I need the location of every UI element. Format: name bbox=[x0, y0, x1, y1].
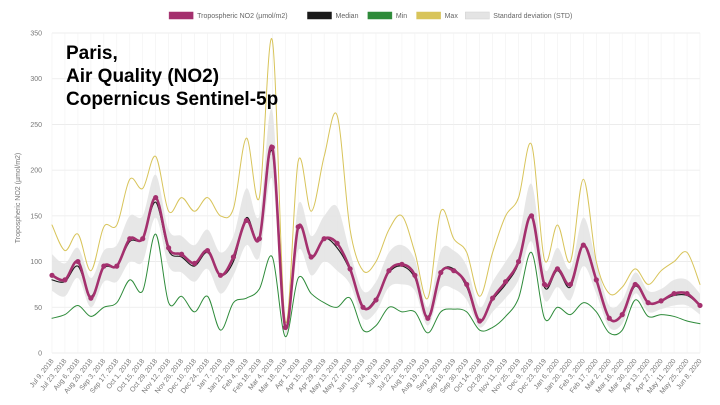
no2-data-point bbox=[464, 281, 470, 288]
no2-data-point bbox=[412, 272, 418, 278]
y-tick-label: 150 bbox=[30, 213, 42, 220]
no2-data-point bbox=[425, 315, 431, 321]
legend-swatch bbox=[465, 11, 490, 20]
no2-data-point bbox=[49, 272, 55, 278]
no2-data-point bbox=[580, 242, 586, 248]
legend-label: Standard deviation (STD) bbox=[493, 13, 572, 20]
no2-data-point bbox=[619, 312, 625, 318]
legend-item: Median bbox=[307, 11, 359, 20]
no2-data-point bbox=[282, 324, 288, 330]
y-tick-label: 250 bbox=[30, 122, 42, 129]
legend-item: Min bbox=[367, 11, 407, 20]
no2-data-point bbox=[697, 302, 703, 309]
no2-data-point bbox=[541, 281, 548, 288]
legend-label: Min bbox=[396, 13, 407, 20]
no2-data-point bbox=[347, 266, 353, 272]
no2-data-point bbox=[269, 144, 275, 150]
std-band bbox=[52, 108, 700, 335]
no2-data-point bbox=[191, 260, 198, 266]
no2-data-point bbox=[308, 254, 314, 260]
no2-data-point bbox=[75, 258, 81, 265]
series-line-min bbox=[51, 233, 701, 338]
no2-data-point bbox=[658, 298, 664, 304]
no2-data-point bbox=[204, 248, 211, 254]
no2-data-point bbox=[386, 268, 392, 274]
no2-data-point bbox=[684, 290, 690, 297]
no2-data-point bbox=[632, 281, 638, 288]
no2-data-point bbox=[503, 279, 509, 285]
y-tick-label: 0 bbox=[38, 351, 42, 358]
no2-data-point bbox=[360, 304, 366, 310]
y-tick-label: 300 bbox=[30, 76, 42, 83]
chart-plot-area bbox=[49, 38, 703, 338]
no2-data-point bbox=[645, 300, 651, 306]
no2-data-point bbox=[179, 251, 185, 257]
no2-data-point bbox=[593, 277, 599, 283]
overlay-line-city: Paris, bbox=[66, 43, 118, 64]
no2-data-point bbox=[101, 263, 107, 269]
no2-data-point bbox=[334, 240, 340, 246]
legend-swatch bbox=[416, 11, 441, 20]
legend-item: Tropospheric NO2 (µmol/m2) bbox=[168, 11, 288, 20]
no2-data-point bbox=[528, 213, 535, 219]
legend-label: Tropospheric NO2 (µmol/m2) bbox=[197, 13, 288, 20]
chart-overlay-title: Paris, Air Quality (NO2) Copernicus Sent… bbox=[66, 42, 278, 111]
no2-data-point bbox=[399, 261, 405, 267]
no2-data-point bbox=[230, 254, 237, 260]
y-tick-label: 100 bbox=[30, 259, 42, 266]
legend-item: Max bbox=[416, 11, 459, 20]
no2-data-point bbox=[217, 272, 224, 278]
no2-data-point bbox=[490, 295, 496, 301]
no2-data-point bbox=[606, 315, 612, 321]
no2-data-point bbox=[127, 236, 133, 242]
y-tick-label: 50 bbox=[34, 305, 42, 312]
no2-data-point bbox=[62, 277, 68, 283]
no2-data-point bbox=[554, 266, 561, 272]
y-axis-ticks: 0 50 100 150 200 250 300 350 bbox=[30, 31, 42, 358]
legend-swatch bbox=[168, 11, 194, 20]
no2-data-point bbox=[373, 297, 379, 303]
series-line-max bbox=[51, 38, 701, 324]
no2-data-point bbox=[153, 194, 159, 201]
y-axis-label: Tropospheric NO2 (µmol/m2) bbox=[15, 153, 22, 244]
no2-data-point bbox=[438, 269, 444, 276]
legend-swatch bbox=[307, 11, 332, 20]
overlay-line-topic: Air Quality (NO2) bbox=[66, 66, 220, 87]
no2-data-point bbox=[451, 268, 457, 274]
legend-label: Median bbox=[336, 13, 359, 20]
y-tick-label: 350 bbox=[30, 31, 42, 38]
no2-data-point bbox=[671, 290, 677, 297]
chart-legend: Tropospheric NO2 (µmol/m2) Median Min Max St… bbox=[168, 11, 572, 20]
no2-data-point bbox=[243, 217, 249, 224]
series-line-no2 bbox=[50, 144, 702, 330]
y-tick-label: 200 bbox=[30, 168, 42, 175]
legend-item: Standard deviation (STD) bbox=[465, 11, 572, 20]
no2-data-point bbox=[114, 263, 120, 269]
no2-data-point bbox=[295, 224, 301, 230]
no2-data-point bbox=[88, 295, 94, 301]
legend-swatch bbox=[367, 11, 393, 20]
no2-data-point bbox=[321, 236, 327, 242]
no2-data-point bbox=[567, 281, 574, 288]
no2-data-point bbox=[477, 318, 483, 324]
no2-data-point bbox=[515, 258, 522, 265]
no2-data-point bbox=[256, 236, 262, 242]
legend-label: Max bbox=[445, 13, 459, 20]
no2-data-point bbox=[166, 245, 172, 251]
overlay-line-source: Copernicus Sentinel-5p bbox=[66, 89, 279, 110]
no2-data-point bbox=[140, 236, 146, 242]
